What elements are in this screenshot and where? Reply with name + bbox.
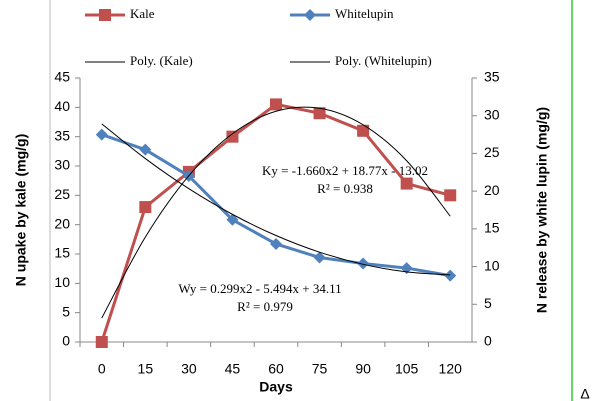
x-tick-label: 60 xyxy=(268,361,284,377)
y-tick-label: 10 xyxy=(54,274,70,290)
annotation: R² = 0.979 xyxy=(237,299,293,314)
legend-label: Poly. (Whitelupin) xyxy=(335,53,432,68)
y2-tick-label: 25 xyxy=(484,144,500,160)
point xyxy=(270,237,282,250)
point xyxy=(400,177,413,190)
point xyxy=(357,124,370,137)
footer-mark: Δ xyxy=(580,386,589,401)
point xyxy=(226,213,239,226)
y-tick-label: 30 xyxy=(54,157,70,173)
y-tick-label: 5 xyxy=(62,303,70,319)
y2-tick-label: 10 xyxy=(484,257,500,273)
annotation: R² = 0.938 xyxy=(317,181,373,196)
x-tick-label: 15 xyxy=(138,361,154,377)
x-tick-label: 105 xyxy=(395,361,419,377)
y-tick-label: 45 xyxy=(54,69,70,85)
y2-tick-label: 30 xyxy=(484,106,500,122)
trend-line xyxy=(101,106,451,319)
point xyxy=(226,130,239,143)
legend-label: Whitelupin xyxy=(335,6,394,21)
y2-tick-label: 5 xyxy=(484,295,492,311)
y-axis-title: N upake by kale (mg/g) xyxy=(13,134,29,286)
y2-tick-label: 15 xyxy=(484,220,500,236)
y2-tick-label: 20 xyxy=(484,182,500,198)
legend-marker xyxy=(99,9,111,21)
annotation: Ky = -1.660x2 + 18.77x - 13.02 xyxy=(262,163,428,178)
x-axis-title: Days xyxy=(259,379,293,395)
point xyxy=(139,143,152,156)
trend-line xyxy=(101,123,451,276)
legend-marker xyxy=(304,9,316,21)
x-tick-label: 75 xyxy=(312,361,328,377)
x-tick-label: 45 xyxy=(225,361,241,377)
point xyxy=(95,336,108,348)
legend-label: Kale xyxy=(130,6,155,21)
point xyxy=(444,269,457,282)
point xyxy=(313,107,326,120)
legend-label: Poly. (Kale) xyxy=(130,53,193,68)
y-tick-label: 15 xyxy=(54,245,70,261)
annotation: Wy = 0.299x2 - 5.494x + 34.11 xyxy=(178,281,341,296)
point xyxy=(95,128,108,141)
x-tick-label: 120 xyxy=(439,361,463,377)
y2-tick-label: 0 xyxy=(484,333,492,349)
x-tick-label: 90 xyxy=(355,361,371,377)
point xyxy=(357,257,370,270)
point xyxy=(139,201,152,214)
y-tick-label: 0 xyxy=(62,333,70,349)
y-tick-label: 35 xyxy=(54,127,70,143)
y2-tick-label: 35 xyxy=(484,69,500,85)
series-line xyxy=(101,133,451,278)
point xyxy=(313,251,326,264)
point xyxy=(270,98,282,111)
y-tick-label: 20 xyxy=(54,215,70,231)
y-tick-label: 25 xyxy=(54,186,70,202)
point xyxy=(444,189,457,202)
x-tick-label: 0 xyxy=(98,361,106,377)
x-tick-label: 30 xyxy=(181,361,197,377)
y2-axis-title: N release by white lupin (mg/g) xyxy=(534,107,550,313)
y-tick-label: 40 xyxy=(54,98,70,114)
